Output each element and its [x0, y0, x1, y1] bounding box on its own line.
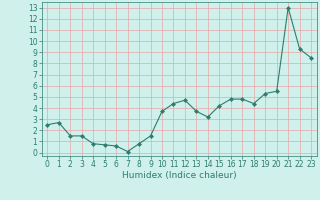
X-axis label: Humidex (Indice chaleur): Humidex (Indice chaleur)	[122, 171, 236, 180]
